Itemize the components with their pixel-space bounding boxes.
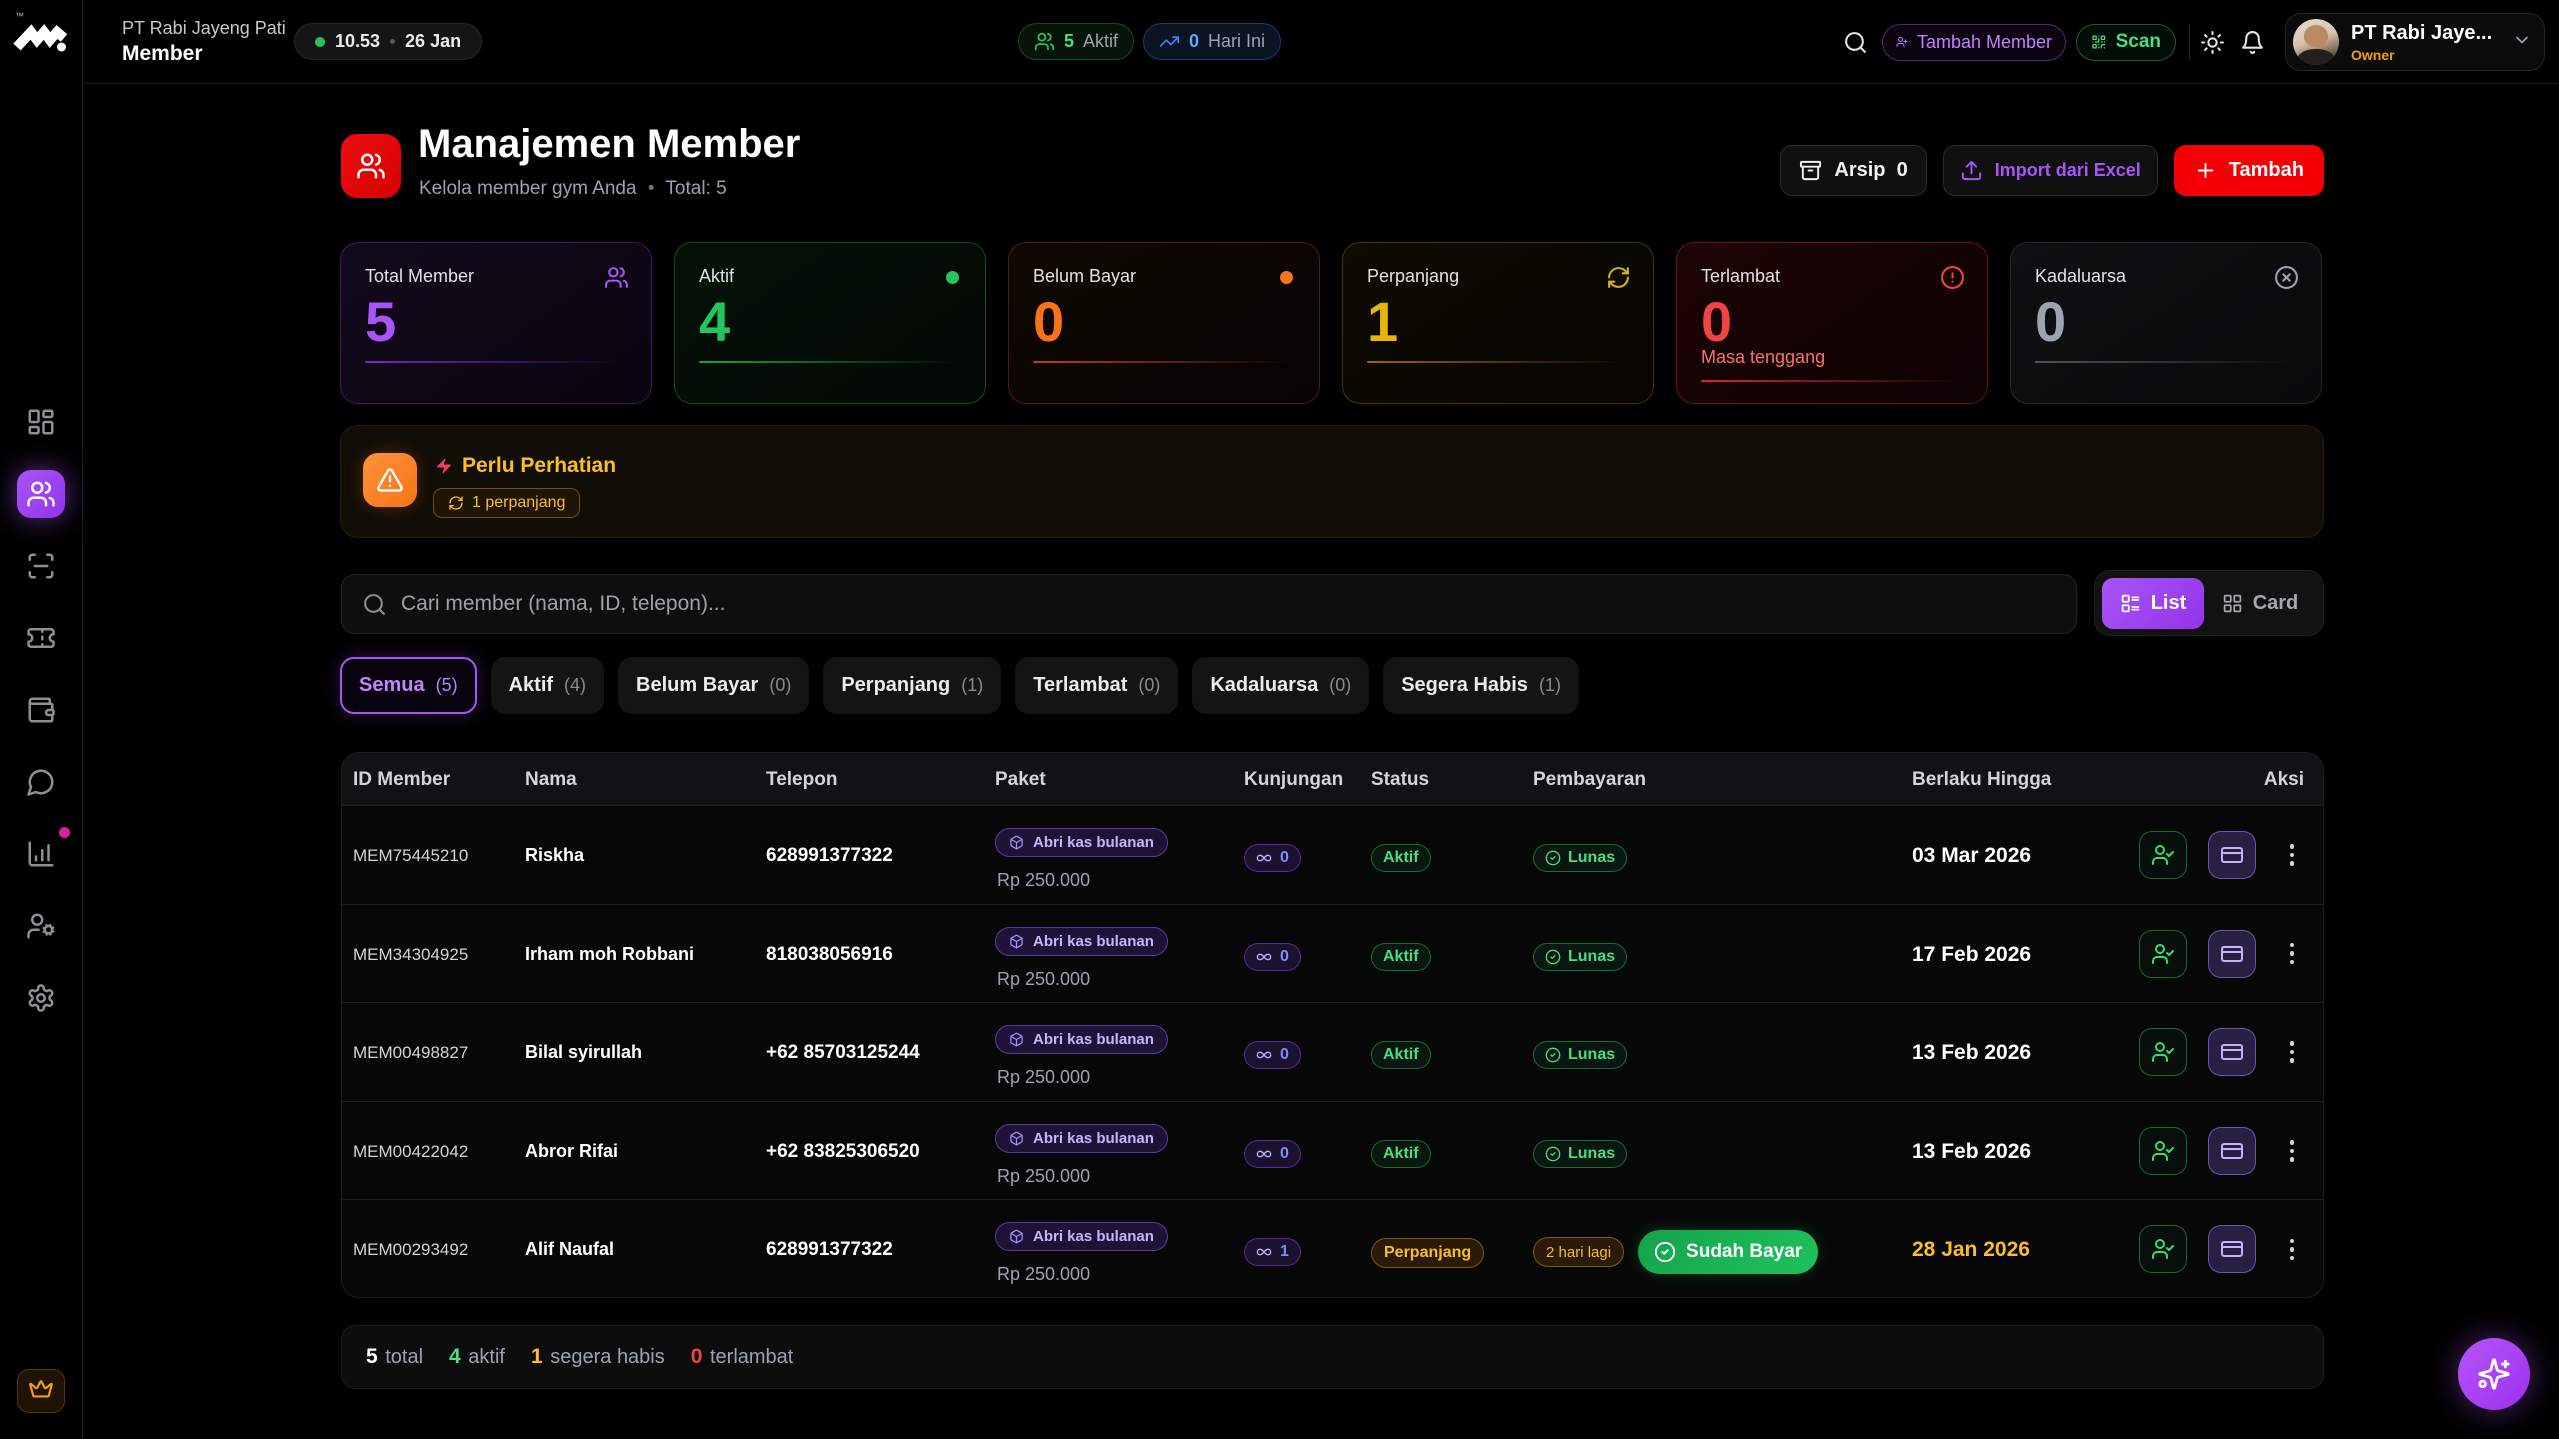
svg-text:™: ™ [15,11,24,21]
